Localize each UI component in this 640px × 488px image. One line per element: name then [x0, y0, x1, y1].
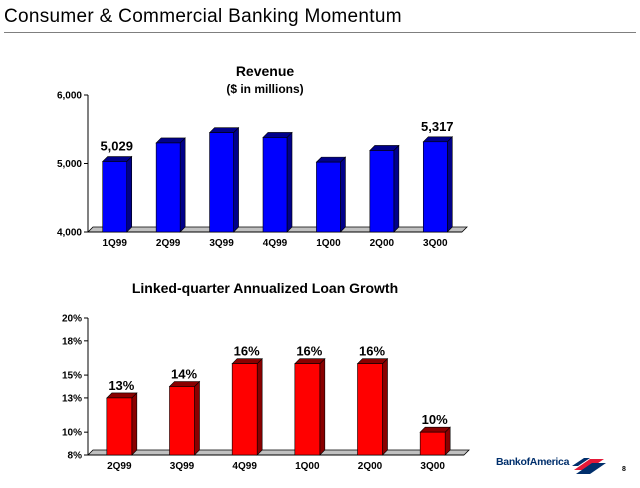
x-tick-label: 2Q99: [107, 461, 132, 472]
bar-4q99: [262, 131, 293, 233]
bar-3q99: [208, 126, 240, 233]
chart-subtitle: ($ in millions): [226, 82, 303, 96]
y-tick-label: 8%: [68, 451, 83, 462]
bar-side: [126, 155, 133, 233]
page-title: Consumer & Commercial Banking Momentum: [4, 6, 402, 27]
x-tick-label: 1Q00: [316, 238, 341, 249]
bar-side: [319, 357, 326, 456]
bar-top: [356, 358, 389, 364]
x-tick-label: 1Q00: [295, 461, 320, 472]
data-label: 16%: [296, 344, 322, 359]
bar: [422, 141, 448, 233]
bar-2q99: [155, 137, 186, 233]
bar: [357, 363, 383, 456]
bar-side: [393, 144, 400, 233]
chart-title: Linked-quarter Annualized Loan Growth: [132, 280, 398, 296]
bar-side: [179, 137, 186, 233]
bar: [102, 161, 128, 233]
bar: [419, 431, 446, 456]
bar-side: [131, 392, 138, 456]
revenue-bar-chart: Revenue ($ in millions) 4,000 5,000 6,000 1Q9…: [57, 63, 468, 249]
x-tick-label: 3Q99: [170, 461, 195, 472]
bar-top: [155, 137, 186, 144]
bar-top: [262, 132, 293, 138]
bar-2q00: [356, 357, 389, 456]
data-label: 5,317: [421, 119, 454, 134]
y-tick-label: 18%: [62, 336, 82, 347]
x-tick-label: 2Q00: [370, 238, 395, 249]
bar-top: [231, 358, 263, 364]
bar: [316, 161, 341, 233]
chart-title: Revenue: [236, 63, 295, 79]
x-tick-label: 2Q99: [156, 238, 181, 249]
bar-top: [315, 156, 347, 163]
y-tick-label: 20%: [62, 314, 82, 325]
bar-3q99: [168, 380, 201, 456]
bar-2q99: [106, 392, 138, 456]
bar-3q00: [422, 136, 454, 233]
x-tick-label: 3Q99: [209, 238, 234, 249]
y-tick-label: 4,000: [57, 228, 82, 239]
bar-side: [256, 357, 263, 456]
y-tick-label: 15%: [62, 371, 82, 382]
data-label: 13%: [108, 378, 134, 393]
title-divider: [4, 32, 636, 33]
data-label: 10%: [422, 412, 448, 427]
bar: [369, 150, 395, 233]
bar: [262, 137, 288, 233]
bar: [169, 386, 195, 456]
chart-floor: [87, 449, 470, 456]
bar: [231, 363, 258, 456]
x-tick-label: 3Q00: [423, 238, 448, 249]
bar-1q00: [294, 357, 326, 456]
x-tick-label: 1Q99: [102, 238, 127, 249]
bar-4q99: [231, 357, 263, 456]
data-label: 14%: [171, 367, 197, 382]
bar-side: [382, 357, 388, 456]
x-tick-label: 3Q00: [420, 461, 445, 472]
x-tick-label: 4Q99: [263, 238, 288, 249]
data-label: 16%: [359, 344, 385, 359]
y-tick-label: 10%: [62, 428, 82, 439]
bar-top: [101, 156, 133, 162]
bar-2q00: [369, 144, 400, 233]
bar-side: [233, 126, 239, 233]
bar-1q99: [101, 155, 133, 233]
page-number: 8: [622, 466, 626, 473]
bar: [294, 363, 321, 456]
bar-side: [446, 136, 453, 233]
bar-top: [168, 381, 201, 387]
y-tick-label: 6,000: [57, 91, 82, 102]
flag-icon: [572, 458, 606, 474]
bar-side: [340, 156, 346, 233]
bar-top: [106, 392, 138, 399]
bar-top: [369, 145, 400, 151]
bar-1q00: [315, 156, 347, 233]
logo-wordmark: BankofAmerica: [496, 456, 570, 468]
bar: [155, 142, 181, 233]
loan-growth-bar-chart: Linked-quarter Annualized Loan Growth 8% 1…: [62, 280, 470, 472]
x-tick-label: 4Q99: [232, 461, 257, 472]
data-label: 16%: [234, 344, 260, 359]
y-tick-label: 13%: [62, 393, 82, 404]
bar-3q00: [419, 426, 451, 456]
bar-top: [419, 426, 451, 433]
data-label: 5,029: [100, 139, 133, 154]
x-tick-label: 2Q00: [358, 461, 383, 472]
y-tick-label: 5,000: [57, 159, 82, 170]
bar-top: [208, 127, 240, 133]
bar-top: [294, 358, 326, 364]
bar-top: [422, 136, 454, 143]
bar: [106, 397, 133, 456]
bar-side: [286, 131, 293, 233]
bar-side: [194, 380, 200, 456]
bar: [209, 132, 234, 233]
bank-of-america-logo: BankofAmerica: [496, 456, 612, 478]
